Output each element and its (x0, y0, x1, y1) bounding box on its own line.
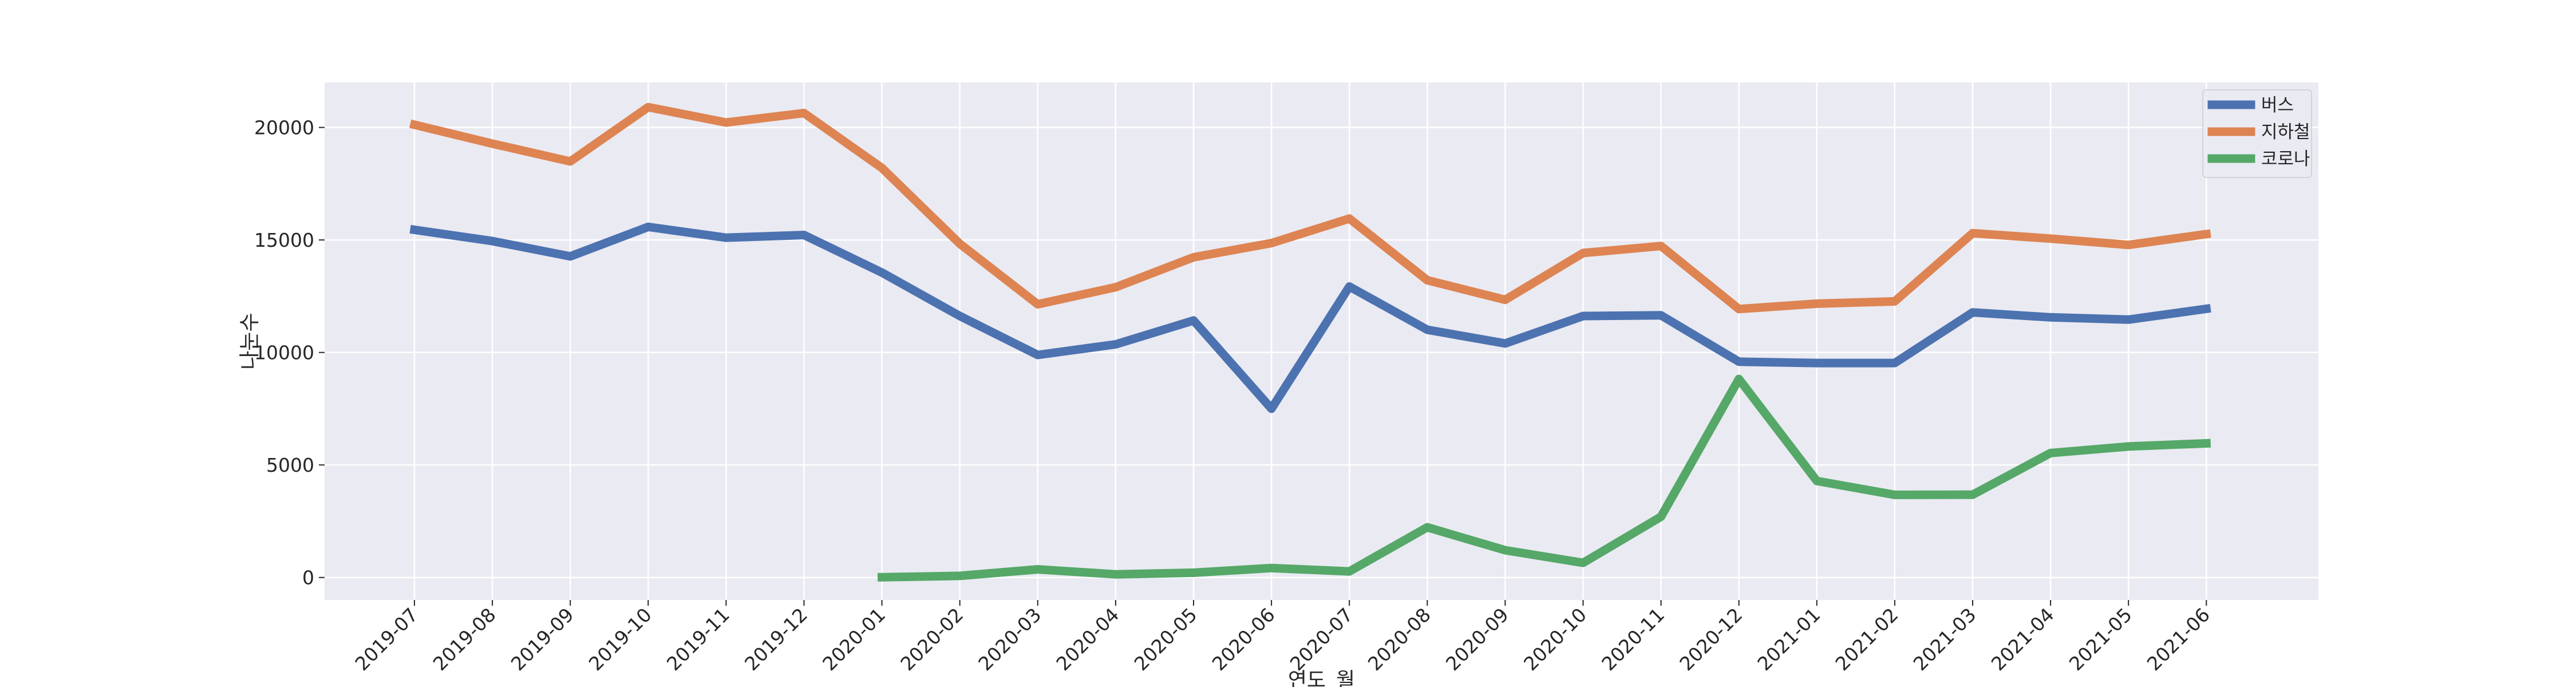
x-tick-label: 2020-08 (1364, 603, 1435, 675)
plot-area (325, 82, 2318, 600)
x-tick-label: 2019-07 (351, 603, 422, 675)
x-tick-label: 2021-04 (1987, 603, 2059, 675)
x-tick-label: 2019-12 (740, 603, 812, 675)
x-tick-label: 2019-11 (662, 603, 734, 675)
x-tick-label: 2020-11 (1597, 603, 1669, 675)
legend-label: 지하철 (2261, 122, 2310, 143)
series-lines (409, 102, 2211, 582)
y-tick-label: 0 (302, 567, 314, 589)
y-axis-ticks: 0 5000 10000 15000 20000 (254, 117, 325, 589)
x-tick-label: 2021-06 (2143, 603, 2214, 675)
x-tick-label: 2020-01 (818, 603, 890, 675)
y-axis-label: 나눈수 (238, 313, 262, 369)
x-tick-label: 2020-07 (1286, 603, 1357, 675)
x-tick-label: 2020-03 (974, 603, 1045, 675)
grid-lines (325, 82, 2318, 600)
series-line (409, 102, 2211, 314)
x-tick-label: 2020-04 (1052, 603, 1123, 675)
y-tick-label: 10000 (254, 342, 314, 364)
x-tick-label: 2021-05 (2065, 603, 2136, 675)
x-tick-label: 2020-06 (1208, 603, 1279, 675)
x-tick-label: 2020-12 (1675, 603, 1747, 675)
series-line (409, 222, 2211, 413)
x-tick-label: 2021-03 (1909, 603, 1981, 675)
x-tick-label: 2019-09 (507, 603, 578, 675)
legend-label: 코로나 (2261, 149, 2310, 169)
x-axis-label: 연도_월 (1288, 669, 1355, 687)
x-tick-label: 2020-10 (1519, 603, 1591, 675)
x-tick-label: 2020-02 (896, 603, 967, 675)
x-tick-label: 2020-09 (1441, 603, 1513, 675)
x-tick-label: 2019-08 (429, 603, 500, 675)
x-tick-label: 2020-05 (1130, 603, 1202, 675)
x-tick-label: 2019-10 (584, 603, 656, 675)
series-line (877, 374, 2211, 582)
x-tick-label: 2021-02 (1831, 603, 1902, 675)
legend-label: 버스 (2261, 95, 2294, 116)
y-tick-label: 20000 (254, 117, 314, 139)
y-tick-label: 5000 (266, 454, 314, 476)
x-axis-ticks: 2019-07 2019-08 2019-09 2019-10 2019-11 2019-… (351, 600, 2214, 675)
x-tick-label: 2021-01 (1753, 603, 1824, 675)
y-tick-label: 15000 (254, 229, 314, 251)
